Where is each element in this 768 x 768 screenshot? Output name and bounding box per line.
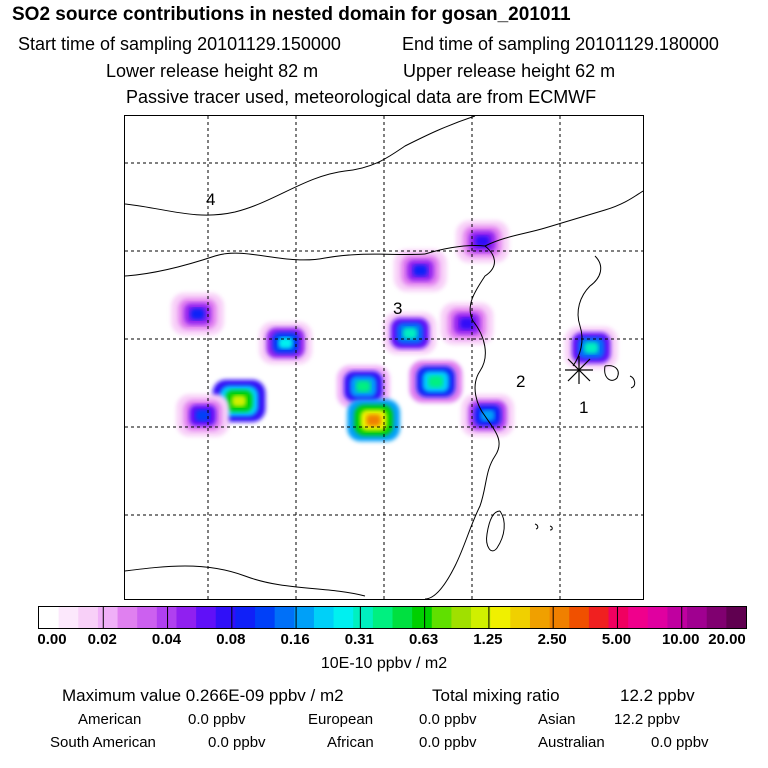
colorbar-tick-label: 0.31	[344, 631, 374, 648]
colorbar-swatch	[255, 607, 276, 628]
colorbar-swatch	[176, 607, 197, 628]
colorbar-tick-label: 10.00	[661, 631, 700, 648]
colorbar-swatch	[97, 607, 119, 628]
colorbar-swatch	[215, 607, 236, 628]
total-label: Total mixing ratio	[432, 686, 560, 705]
end-time: End time of sampling 20101129.180000	[402, 34, 719, 54]
region-label-4: 4	[206, 190, 215, 209]
chart-title: SO2 source contributions in nested domai…	[12, 4, 571, 25]
colorbar-swatch	[117, 607, 138, 628]
plume-cell	[231, 395, 247, 407]
colorbar-tick-label: 0.08	[216, 631, 246, 648]
colorbar-swatch	[490, 607, 511, 628]
coastlines	[125, 116, 643, 599]
colorbar-swatch	[647, 607, 669, 628]
colorbar-tick-label: 2.50	[537, 631, 567, 648]
station-marker	[565, 356, 593, 384]
colorbar-tick-label: 0.02	[87, 631, 117, 648]
plume-cell	[195, 409, 210, 422]
colorbar-swatch	[78, 607, 99, 628]
colorbar-swatch	[549, 607, 570, 628]
australian-label: Australian	[538, 734, 605, 751]
plume-cell	[459, 317, 475, 330]
colorbar-swatch	[156, 607, 178, 628]
colorbar-tick-label: 0.00	[37, 631, 67, 648]
plume-cell	[475, 235, 490, 248]
start-time: Start time of sampling 20101129.150000	[18, 34, 341, 54]
colorbar-swatch	[353, 607, 374, 628]
plume-cell	[428, 375, 443, 388]
colorbar-swatch	[451, 607, 472, 628]
australian-value: 0.0 ppbv	[651, 734, 709, 751]
colorbar-swatch	[510, 607, 531, 628]
colorbar-swatch	[706, 607, 727, 628]
colorbar-swatch	[529, 607, 551, 628]
colorbar-tick-label: 20.00	[708, 631, 746, 648]
plume-cell	[413, 264, 428, 277]
south-american-value: 0.0 ppbv	[208, 734, 266, 751]
american-value: 0.0 ppbv	[188, 711, 246, 728]
colorbar-swatch	[392, 607, 413, 628]
plume-cell	[480, 409, 495, 422]
european-value: 0.0 ppbv	[419, 711, 477, 728]
colorbar-tick-label: 0.04	[151, 631, 182, 648]
colorbar-swatch	[274, 607, 295, 628]
lower-height: Lower release height 82 m	[106, 61, 319, 81]
african-value: 0.0 ppbv	[419, 734, 477, 751]
colorbar-swatch	[569, 607, 590, 628]
plume-cell	[356, 380, 371, 393]
region-label-1: 1	[579, 398, 588, 417]
colorbar-tick-label: 5.00	[601, 631, 632, 648]
max-value: Maximum value 0.266E-09 ppbv / m2	[62, 686, 344, 705]
colorbar-swatch	[667, 607, 688, 628]
colorbar-swatch	[726, 607, 747, 628]
colorbar-swatch	[628, 607, 649, 628]
colorbar-swatch	[333, 607, 354, 628]
colorbar-tick-label: 1.25	[473, 631, 503, 648]
region-label-3: 3	[393, 299, 402, 318]
colorbar-swatches	[39, 607, 747, 628]
map-panel: 1 2 3 4	[124, 115, 644, 600]
plume-cell	[366, 414, 381, 426]
african-label: African	[327, 734, 374, 751]
asian-label: Asian	[538, 711, 576, 728]
region-label-2: 2	[516, 372, 525, 391]
grid-lines	[125, 116, 643, 599]
colorbar-swatch	[471, 607, 492, 628]
colorbar	[38, 606, 747, 629]
colorbar-swatch	[608, 607, 629, 628]
colorbar-swatch	[235, 607, 256, 628]
south-american-label: South American	[50, 734, 156, 751]
colorbar-swatch	[431, 607, 453, 628]
asian-value: 12.2 ppbv	[614, 711, 680, 728]
colorbar-swatch	[39, 607, 60, 628]
colorbar-tick-label: 0.16	[280, 631, 310, 648]
plume-cell	[402, 327, 418, 340]
plume-layer	[171, 220, 618, 442]
european-label: European	[308, 711, 374, 728]
american-label: American	[78, 711, 142, 728]
colorbar-swatch	[58, 607, 79, 628]
plume-cell	[278, 337, 293, 349]
total-value: 12.2 ppbv	[620, 686, 695, 705]
tracer-note: Passive tracer used, meteorological data…	[126, 87, 597, 107]
plume-cell	[584, 342, 599, 354]
colorbar-tick-label: 0.63	[409, 631, 439, 648]
colorbar-swatch	[294, 607, 315, 628]
colorbar-swatch	[137, 607, 158, 628]
colorbar-swatch	[412, 607, 433, 628]
upper-height: Upper release height 62 m	[403, 61, 616, 81]
unit-label: 10E-10 ppbv / m2	[320, 655, 448, 672]
colorbar-swatch	[196, 607, 217, 628]
map-canvas: 1 2 3 4	[125, 116, 643, 599]
colorbar-swatch	[588, 607, 610, 628]
plume-cell	[190, 308, 205, 320]
colorbar-swatch	[313, 607, 335, 628]
colorbar-swatch	[372, 607, 394, 628]
colorbar-swatch	[687, 607, 708, 628]
